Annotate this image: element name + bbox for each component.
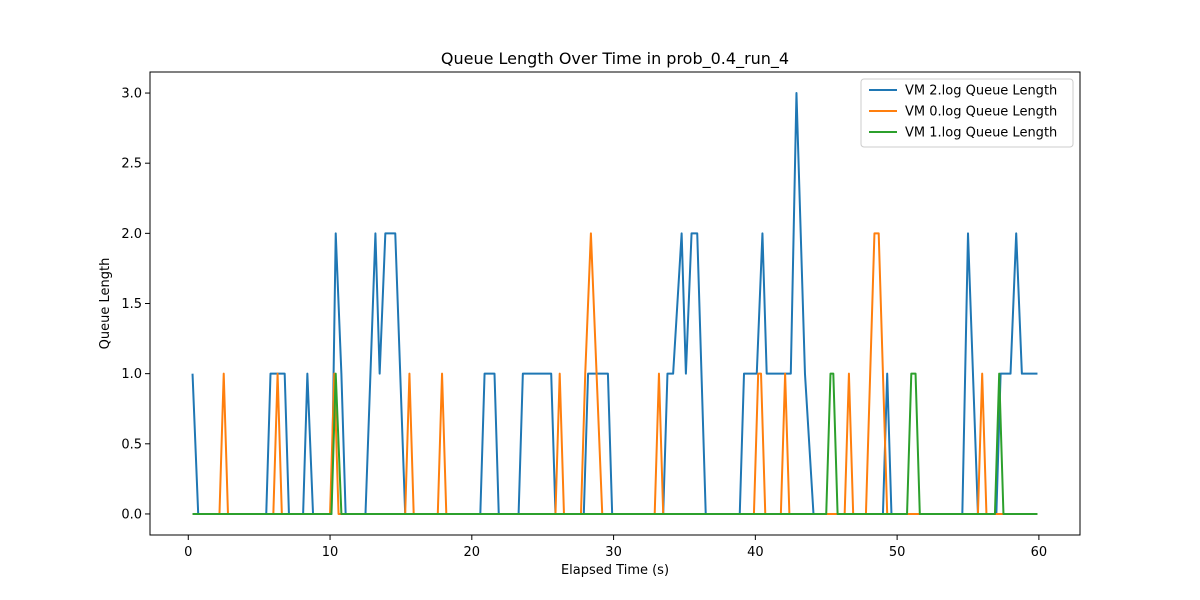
x-axis-ticks: 0 10 20 30 40 50 60 [184, 535, 1047, 560]
y-tick-label: 1.0 [121, 367, 142, 382]
y-tick-label: 3.0 [121, 87, 142, 102]
chart-title: Queue Length Over Time in prob_0.4_run_4 [441, 49, 789, 69]
legend-entry-2: VM 0.log Queue Length [905, 105, 1057, 120]
y-tick-label: 0.5 [121, 437, 142, 452]
y-axis-label: Queue Length [98, 258, 113, 350]
series-layer [191, 92, 1038, 515]
x-tick-label: 50 [889, 545, 906, 560]
x-tick-label: 30 [605, 545, 622, 560]
y-tick-label: 2.5 [121, 157, 142, 172]
x-tick-label: 20 [464, 545, 481, 560]
x-tick-label: 10 [322, 545, 339, 560]
legend-entry-1: VM 2.log Queue Length [905, 84, 1057, 99]
legend-box [860, 78, 1074, 148]
legend-entry-3: VM 1.log Queue Length [905, 126, 1057, 141]
series-line-1 [191, 92, 1038, 515]
y-tick-label: 0.0 [121, 507, 142, 522]
x-tick-label: 60 [1031, 545, 1048, 560]
x-tick-label: 0 [184, 545, 192, 560]
legend: VM 2.log Queue Length VM 0.log Queue Leng… [860, 78, 1074, 148]
x-tick-label: 40 [747, 545, 764, 560]
y-tick-label: 2.0 [121, 227, 142, 242]
x-axis-label: Elapsed Time (s) [561, 563, 669, 578]
series-line-3 [192, 372, 1038, 515]
y-tick-label: 1.5 [121, 297, 142, 312]
y-axis-ticks: 0.0 0.5 1.0 1.5 2.0 2.5 3.0 [121, 87, 150, 522]
